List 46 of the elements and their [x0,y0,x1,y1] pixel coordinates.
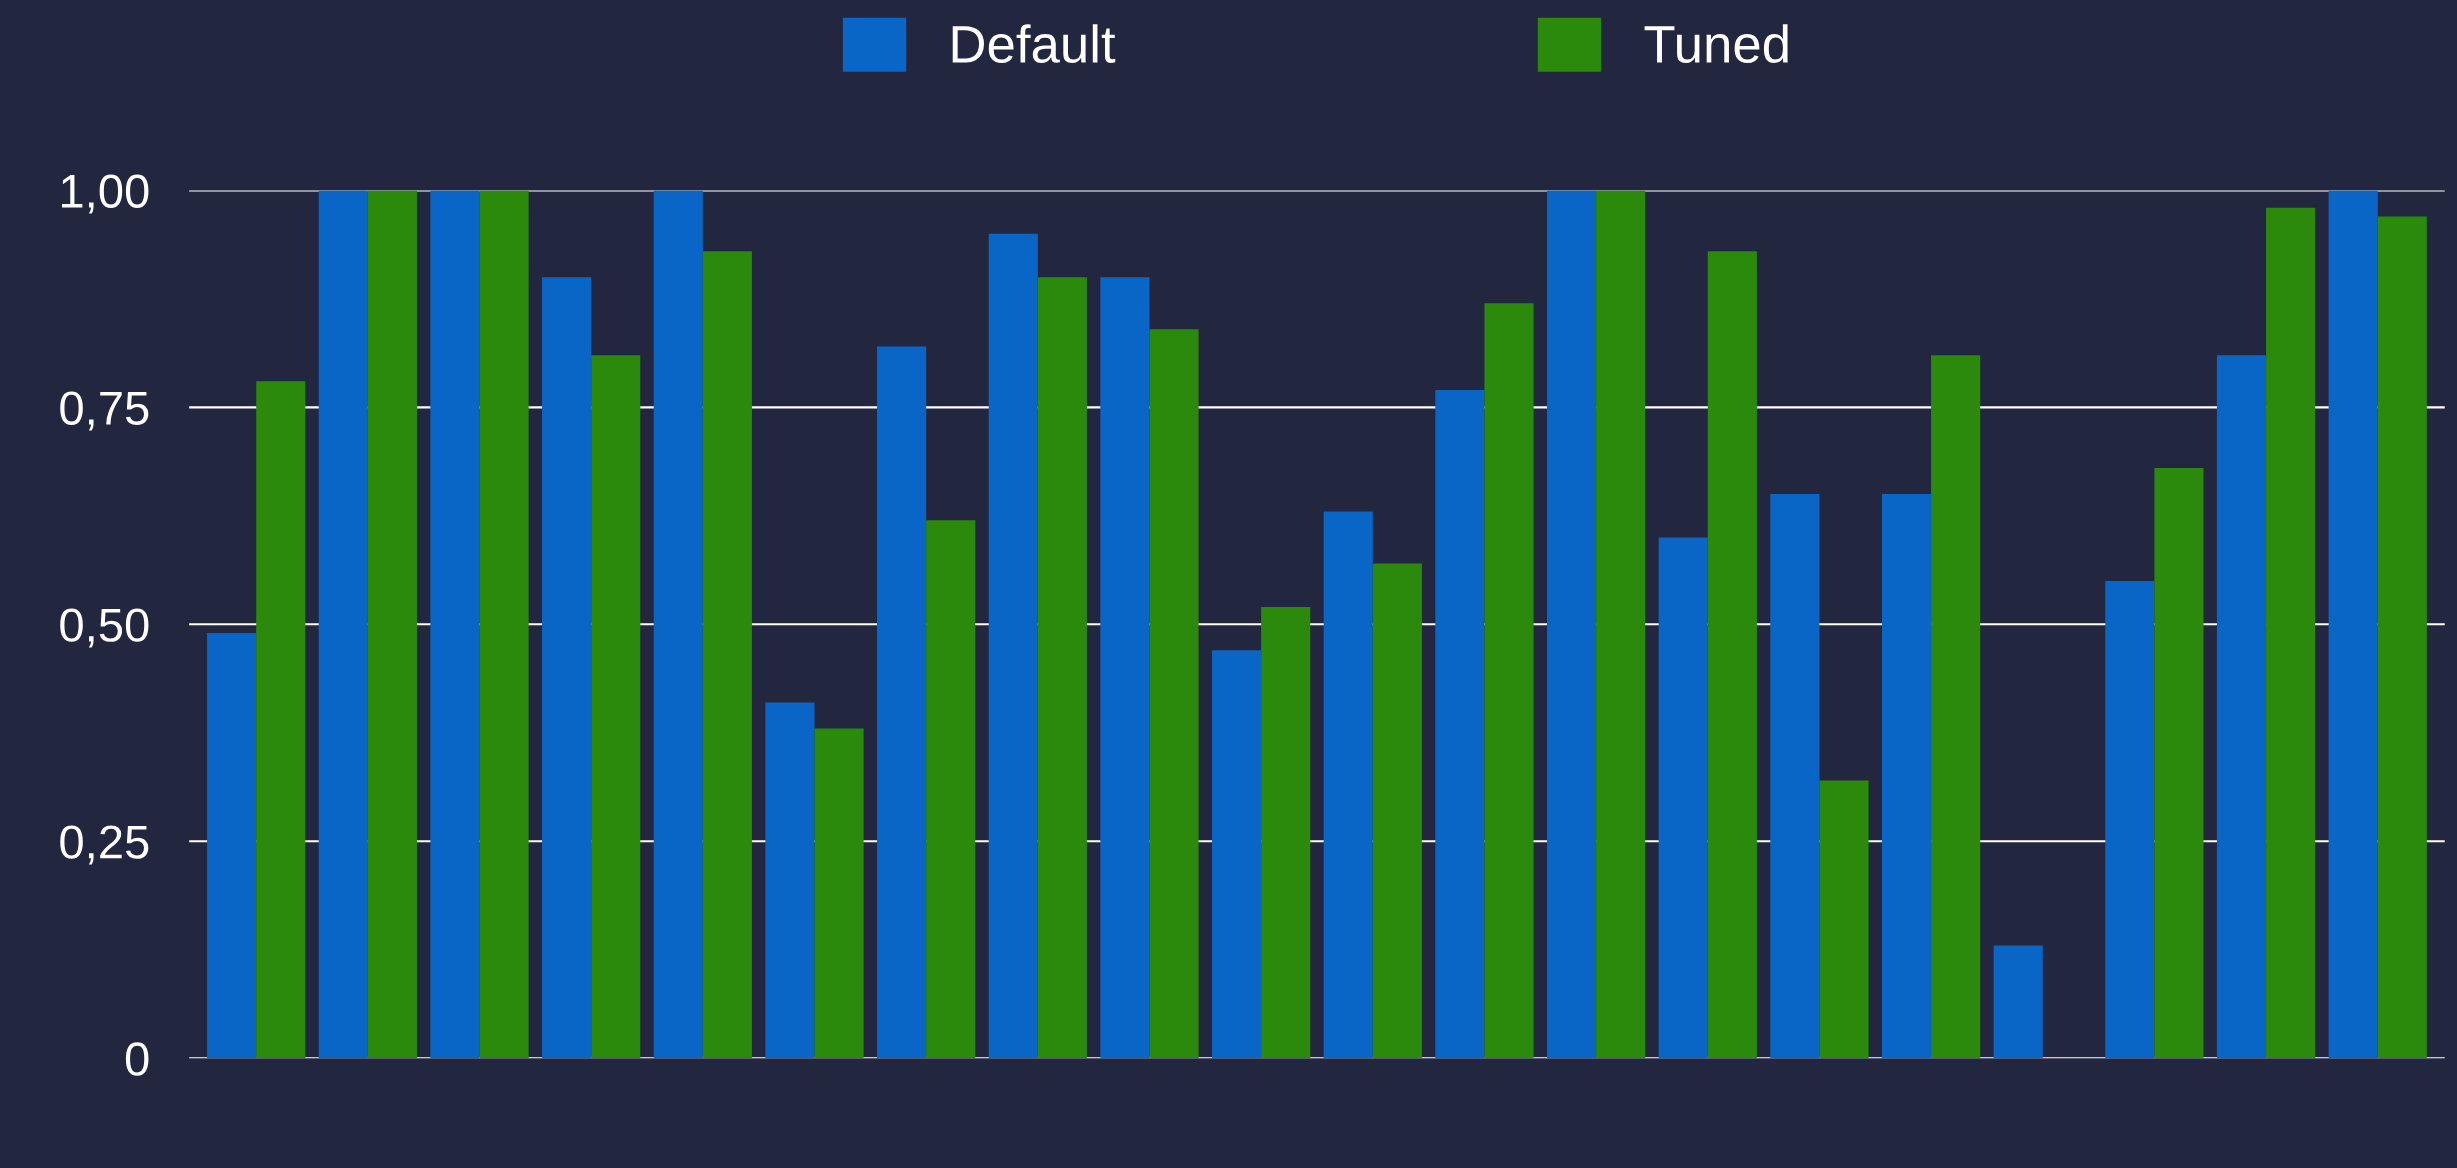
bar [1211,650,1262,1059]
bar [1770,494,1820,1059]
bar [256,381,306,1059]
bar [1931,355,1981,1059]
y-tick-label: 1,00 [62,174,149,214]
bar [988,233,1038,1059]
bar [2266,207,2316,1059]
bar [877,346,927,1059]
bar [591,355,641,1059]
bar [1546,190,1597,1059]
bar [367,190,417,1059]
bar [1100,277,1150,1059]
bar [2377,216,2427,1059]
legend-label: Default [952,24,1116,64]
bar [1596,190,1646,1059]
bar [1372,563,1422,1059]
bar [926,520,976,1059]
bar [2105,580,2155,1059]
bar [207,632,257,1059]
bar [1819,780,1869,1059]
legend-label: Tuned [1644,24,1788,64]
bar [1484,303,1534,1059]
bar [430,190,480,1059]
y-tick-label: 0,50 [60,608,149,648]
bar [1707,251,1757,1059]
bar [1435,389,1485,1059]
bar [702,251,752,1059]
bar [2216,355,2267,1059]
bar [2328,190,2378,1059]
bar [1323,511,1373,1059]
bar [1658,537,1708,1059]
bar [318,190,368,1059]
bar [1881,494,1932,1059]
bar [1993,945,2043,1059]
bar [653,190,703,1059]
bar [814,728,864,1059]
bar [479,190,529,1059]
y-tick-label: 0,25 [60,825,149,865]
bar [1149,329,1199,1059]
bar [2154,468,2204,1059]
bar [765,702,815,1059]
y-tick-label: 0 [125,1042,149,1076]
y-tick-label: 0,75 [60,391,149,431]
bar [1261,606,1311,1059]
bar [542,277,592,1059]
bar [1037,277,1087,1059]
